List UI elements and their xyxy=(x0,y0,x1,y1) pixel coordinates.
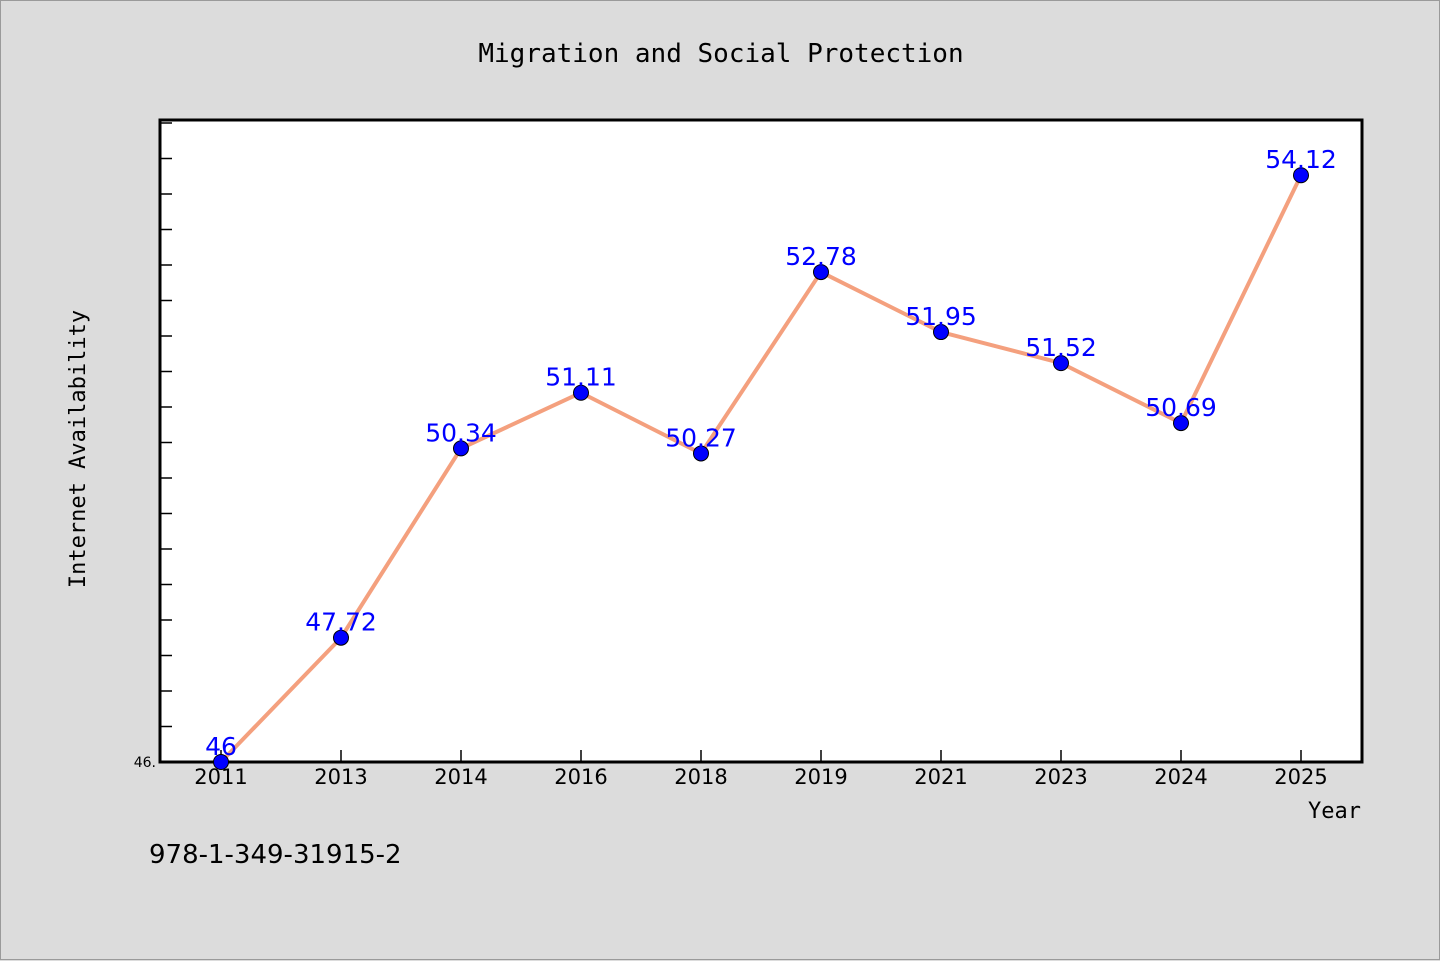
data-point xyxy=(933,324,949,341)
data-label: 54.12 xyxy=(1265,145,1337,174)
x-tick-label: 2019 xyxy=(794,765,847,789)
x-tick-label: 2023 xyxy=(1034,765,1087,789)
x-tick-label: 2013 xyxy=(314,765,367,789)
data-point xyxy=(573,384,589,401)
data-point xyxy=(453,440,469,457)
y-tick-label: 46. xyxy=(134,755,156,771)
data-label: 51.95 xyxy=(905,302,977,331)
data-point xyxy=(813,264,829,281)
data-points xyxy=(213,167,1309,770)
data-point xyxy=(1173,415,1189,432)
x-tick-label: 2018 xyxy=(674,765,727,789)
x-axis-tick-labels: 2011 2013 2014 2016 2018 2019 2021 2023 2024 2025 xyxy=(194,765,1327,789)
identifier-text: 978-1-349-31915-2 xyxy=(149,840,402,870)
data-label: 51.11 xyxy=(545,363,617,392)
chart-title: Migration and Social Protection xyxy=(478,39,963,69)
data-label: 50.27 xyxy=(665,423,737,452)
data-label: 50.69 xyxy=(1145,393,1217,422)
x-axis-label: Year xyxy=(1308,799,1361,824)
data-labels: 46 47.72 50.34 51.11 50.27 52.78 51.95 51.52 50.… xyxy=(205,145,1337,761)
data-point xyxy=(333,629,349,646)
data-point xyxy=(213,754,229,770)
data-label: 47.72 xyxy=(305,608,377,637)
y-axis-ticks xyxy=(160,122,172,763)
data-point xyxy=(1053,355,1069,372)
x-tick-label: 2016 xyxy=(554,765,607,789)
data-point xyxy=(693,445,709,462)
data-label: 51.52 xyxy=(1025,333,1097,362)
series-line xyxy=(219,174,1303,764)
data-label: 46 xyxy=(205,732,237,761)
x-tick-label: 2014 xyxy=(434,765,487,789)
data-label: 50.34 xyxy=(425,418,497,447)
x-tick-label: 2025 xyxy=(1274,765,1327,789)
data-label: 52.78 xyxy=(785,242,857,271)
x-tick-label: 2021 xyxy=(914,765,967,789)
data-point xyxy=(1293,167,1309,184)
x-axis-ticks xyxy=(220,750,1302,762)
y-axis-label: Internet Availability xyxy=(66,310,91,588)
plot-area xyxy=(158,118,1364,764)
x-tick-label: 2024 xyxy=(1154,765,1207,789)
